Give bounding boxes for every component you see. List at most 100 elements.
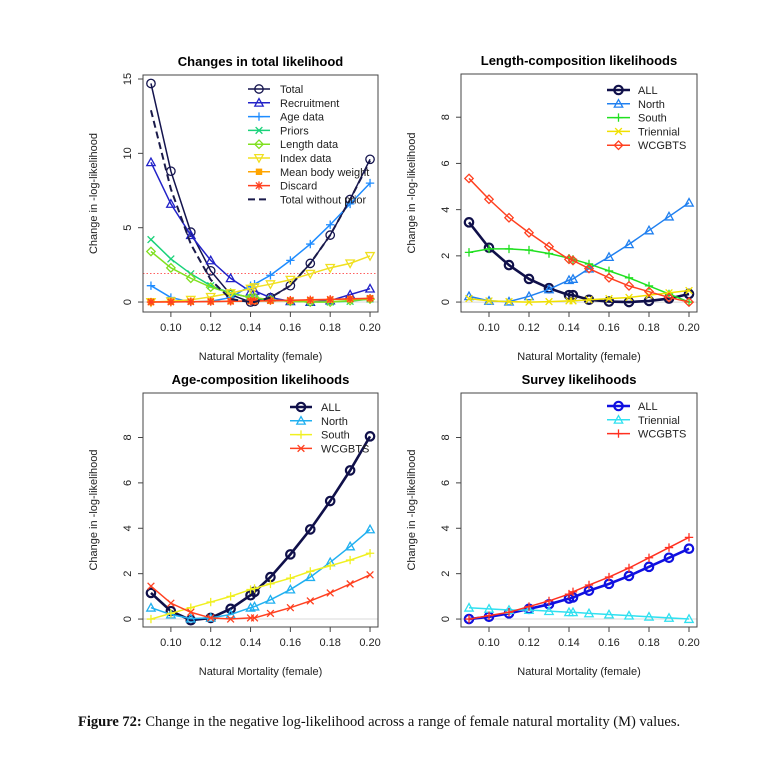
data-point-asterisk bbox=[206, 297, 215, 306]
data-point-down-triangle bbox=[285, 275, 296, 286]
series-wcgbts bbox=[464, 533, 694, 624]
legend-label: ALL bbox=[638, 401, 658, 413]
x-axis-label: Natural Mortality (female) bbox=[199, 351, 322, 363]
data-point-triangle bbox=[683, 197, 695, 207]
data-point-diamond bbox=[663, 292, 675, 303]
data-point-cross bbox=[147, 235, 155, 244]
x-axis-label: Natural Mortality (female) bbox=[199, 666, 322, 678]
data-point-circle bbox=[613, 84, 624, 96]
series-line bbox=[468, 202, 690, 303]
legend-label: Total bbox=[280, 84, 303, 96]
series-line bbox=[150, 255, 371, 303]
data-point-triangle bbox=[583, 607, 595, 618]
y-tick-label: 6 bbox=[440, 160, 452, 166]
data-point-cross bbox=[326, 589, 335, 597]
x-tick-label: 0.20 bbox=[678, 637, 699, 649]
data-point-triangle bbox=[364, 523, 376, 534]
y-tick-label: 2 bbox=[122, 571, 134, 577]
legend-entry: North bbox=[607, 98, 665, 111]
y-tick-label: 4 bbox=[122, 525, 134, 531]
data-point-circle bbox=[285, 549, 296, 560]
legend-entry: Total without prior bbox=[248, 194, 367, 206]
data-point-plus bbox=[286, 574, 295, 583]
data-point-circle bbox=[145, 587, 157, 599]
series-wcgbts bbox=[463, 173, 695, 308]
legend-entry: Length data bbox=[248, 139, 339, 151]
plot-frame bbox=[142, 74, 379, 313]
data-point-circle bbox=[285, 280, 296, 291]
x-tick-label: 0.16 bbox=[280, 322, 301, 334]
series-line bbox=[468, 177, 690, 303]
data-point-plus bbox=[365, 178, 375, 188]
data-point-plus bbox=[266, 579, 275, 589]
series-line bbox=[467, 221, 690, 304]
data-point-plus bbox=[365, 549, 375, 558]
data-point-circle bbox=[503, 259, 515, 271]
data-point-asterisk bbox=[365, 294, 375, 303]
data-point-triangle bbox=[623, 610, 635, 620]
y-tick-label: 0 bbox=[122, 299, 134, 305]
data-point-circle bbox=[365, 154, 375, 165]
x-tick-label: 0.10 bbox=[160, 637, 181, 649]
data-point-cross bbox=[266, 609, 275, 618]
data-point-diamond bbox=[185, 273, 196, 284]
legend-entry: Age data bbox=[248, 112, 325, 124]
data-point-circle bbox=[324, 495, 336, 507]
x-tick-label: 0.16 bbox=[598, 637, 619, 649]
y-tick-label: 15 bbox=[122, 73, 134, 85]
series-line bbox=[468, 547, 690, 621]
legend-label: North bbox=[321, 416, 348, 428]
data-point-square bbox=[255, 168, 263, 175]
y-tick-label: 0 bbox=[440, 616, 452, 622]
data-point-circle bbox=[254, 84, 264, 94]
data-point-cross bbox=[685, 286, 693, 295]
x-tick-label: 0.18 bbox=[638, 322, 659, 334]
data-point-cross bbox=[226, 615, 235, 623]
x-tick-label: 0.18 bbox=[638, 637, 659, 649]
data-point-plus bbox=[345, 555, 355, 565]
data-point-cross bbox=[614, 127, 623, 136]
data-point-plus bbox=[464, 614, 474, 624]
data-point-circle bbox=[225, 603, 236, 615]
series-line bbox=[150, 528, 371, 620]
data-point-down-triangle bbox=[225, 289, 236, 299]
legend-label: ALL bbox=[638, 85, 658, 97]
data-point-triangle bbox=[663, 211, 675, 221]
data-point-down-triangle bbox=[364, 251, 376, 262]
data-point-circle bbox=[166, 166, 176, 177]
data-point-plus bbox=[484, 611, 494, 620]
data-point-asterisk bbox=[266, 296, 275, 305]
x-tick-label: 0.14 bbox=[558, 637, 579, 649]
legend-label: Age data bbox=[280, 112, 325, 124]
data-point-circle bbox=[364, 431, 376, 442]
legend-label: Mean body weight bbox=[280, 167, 369, 179]
data-point-plus bbox=[484, 244, 494, 254]
y-axis-label: Change in -log-likelihood bbox=[406, 449, 418, 570]
series-north bbox=[463, 197, 695, 306]
data-point-diamond bbox=[523, 227, 535, 238]
data-point-triangle bbox=[364, 283, 376, 293]
x-tick-label: 0.12 bbox=[200, 637, 221, 649]
legend-entry: ALL bbox=[607, 84, 658, 97]
data-point-circle bbox=[295, 401, 307, 413]
series-all bbox=[463, 217, 695, 308]
legend-entry: Total bbox=[248, 84, 303, 96]
data-point-cross bbox=[505, 297, 513, 306]
chart-title: Length-composition likelihoods bbox=[481, 53, 677, 68]
data-point-cross bbox=[585, 295, 593, 304]
data-point-triangle bbox=[523, 290, 535, 301]
series-line bbox=[150, 435, 372, 622]
legend-label: Triennial bbox=[638, 126, 680, 138]
data-point-cross bbox=[366, 570, 374, 579]
chart-panel-3: Age-composition likelihoods 0.10 0.12 0.14 0… bbox=[88, 372, 381, 678]
data-point-plus bbox=[146, 614, 156, 624]
x-tick-label: 0.12 bbox=[200, 322, 221, 334]
data-point-plus bbox=[604, 572, 614, 582]
data-point-triangle bbox=[225, 608, 236, 619]
data-point-plus bbox=[614, 113, 623, 122]
caption-text: Change in the negative log-likelihood ac… bbox=[145, 714, 681, 730]
data-point-triangle bbox=[225, 272, 236, 283]
y-axis-label: Change in -log-likelihood bbox=[88, 449, 100, 570]
data-point-asterisk bbox=[226, 297, 235, 306]
